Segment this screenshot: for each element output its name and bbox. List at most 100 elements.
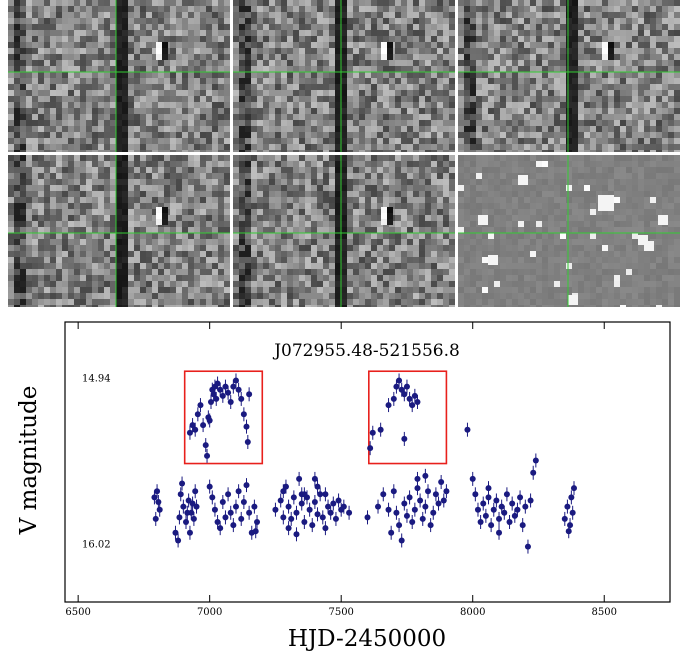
data-point — [386, 402, 392, 408]
x-tick-label: 8500 — [592, 607, 617, 618]
data-point — [241, 411, 247, 417]
cutout-panel-3 — [458, 0, 680, 152]
data-point — [422, 504, 428, 510]
data-point — [183, 519, 189, 525]
data-point — [330, 501, 336, 507]
data-point — [571, 485, 577, 491]
data-point — [312, 499, 318, 505]
data-point — [528, 497, 534, 503]
data-point — [566, 528, 572, 534]
data-point — [280, 514, 286, 520]
data-point — [407, 494, 413, 500]
data-point — [222, 514, 228, 520]
data-point — [154, 488, 160, 494]
data-point — [286, 504, 292, 510]
data-point — [230, 384, 236, 390]
data-point — [380, 491, 386, 497]
data-point — [517, 494, 523, 500]
data-point — [176, 514, 182, 520]
cutout-panel-2 — [233, 0, 455, 152]
data-point — [200, 422, 206, 428]
data-point — [301, 491, 307, 497]
data-point — [208, 399, 214, 405]
data-point — [496, 530, 502, 536]
data-point — [496, 516, 502, 522]
data-point — [288, 516, 294, 522]
data-point — [509, 501, 515, 507]
data-point — [414, 485, 420, 491]
data-point — [375, 504, 381, 510]
data-point — [428, 522, 434, 528]
data-point — [564, 504, 570, 510]
data-point — [507, 519, 513, 525]
data-point — [399, 537, 405, 543]
data-point — [486, 485, 492, 491]
data-point — [286, 525, 292, 531]
cutout-panel-5 — [233, 155, 455, 307]
data-point — [401, 501, 407, 507]
data-point — [204, 453, 210, 459]
y-tick-label: 16.02 — [82, 540, 111, 551]
cutout-image-grid — [8, 0, 680, 308]
x-tick-label: 6500 — [65, 607, 90, 618]
cutout-panel-4 — [8, 155, 230, 307]
data-point — [246, 391, 252, 397]
data-point — [172, 530, 178, 536]
data-point — [367, 445, 373, 451]
x-tick-label: 7500 — [328, 607, 353, 618]
data-point — [470, 476, 476, 482]
data-point — [365, 514, 371, 520]
y-axis-label: V magnitude — [16, 386, 42, 536]
data-point — [568, 494, 574, 500]
data-point — [272, 507, 278, 513]
data-point — [225, 491, 231, 497]
data-point — [317, 491, 323, 497]
data-point — [153, 516, 159, 522]
x-axis-label: HJD-2450000 — [288, 626, 446, 652]
data-point — [407, 396, 413, 402]
data-point — [233, 504, 239, 510]
data-point — [441, 497, 447, 503]
data-point — [207, 484, 213, 490]
data-point — [192, 427, 198, 433]
data-point — [328, 510, 334, 516]
data-point — [530, 470, 536, 476]
data-point — [280, 488, 286, 494]
data-point — [187, 430, 193, 436]
data-point — [230, 522, 236, 528]
data-point — [341, 504, 347, 510]
data-point — [464, 427, 470, 433]
data-point — [396, 522, 402, 528]
data-point — [238, 516, 244, 522]
data-point — [175, 537, 181, 543]
data-point — [254, 519, 260, 525]
data-point — [504, 491, 510, 497]
data-point — [501, 510, 507, 516]
y-tick-label: 14.94 — [82, 373, 111, 384]
data-point — [244, 424, 250, 430]
data-point — [320, 514, 326, 520]
data-point — [178, 491, 184, 497]
data-point — [233, 377, 239, 383]
data-point — [220, 393, 226, 399]
data-point — [404, 513, 410, 519]
data-point — [215, 381, 221, 387]
x-tick-label: 7000 — [197, 607, 222, 618]
data-point — [157, 507, 163, 513]
data-point — [396, 377, 402, 383]
data-point — [236, 387, 242, 393]
data-point — [430, 510, 436, 516]
data-point — [388, 530, 394, 536]
light-curve-chart: J072955.48-521556.8 HJD-2450000 V magnit… — [0, 310, 692, 657]
cutout-panel-6 — [458, 155, 680, 307]
data-point — [488, 522, 494, 528]
data-point — [443, 488, 449, 494]
data-point — [225, 390, 231, 396]
data-point — [291, 494, 297, 500]
data-point — [179, 481, 185, 487]
data-point — [217, 387, 223, 393]
data-point — [478, 519, 484, 525]
data-point — [414, 476, 420, 482]
data-point — [438, 479, 444, 485]
data-point — [213, 396, 219, 402]
